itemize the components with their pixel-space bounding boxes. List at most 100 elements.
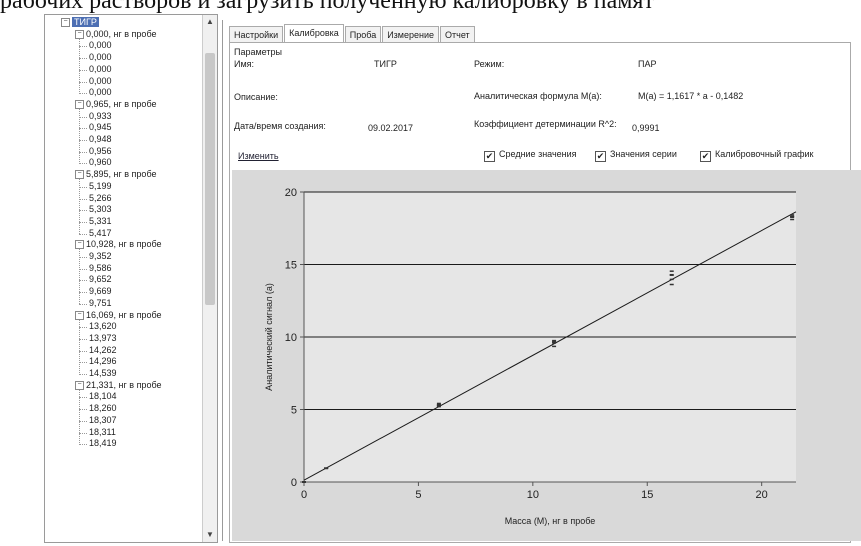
tree-scrollbar[interactable]: ▲ ▼ bbox=[202, 15, 217, 542]
x-axis-label: Масса (M), нг в пробе bbox=[505, 516, 596, 526]
tree-group-label: 21,331, нг в пробе bbox=[86, 379, 162, 390]
tree-leaf-node[interactable]: 5,199 bbox=[89, 180, 112, 191]
y-tick-label: 15 bbox=[285, 260, 297, 272]
mode-value: ПАР bbox=[638, 59, 657, 69]
tree-group-label: 0,965, нг в пробе bbox=[86, 98, 157, 109]
tree-leaf-node[interactable]: 5,417 bbox=[89, 227, 112, 238]
tree-leaf-node[interactable]: 0,933 bbox=[89, 110, 112, 121]
calibration-chart-svg: 0 5 10 15 20 0 5 10 15 20 Масса (M), нг в пробе А… bbox=[264, 187, 797, 526]
tree-leaf-node[interactable]: 13,973 bbox=[89, 332, 117, 343]
collapse-icon[interactable]: − bbox=[75, 170, 84, 180]
tree-leaf-node[interactable]: 9,652 bbox=[89, 274, 112, 285]
tree-leaf-node[interactable]: 14,296 bbox=[89, 356, 117, 367]
checkbox-series-values[interactable]: ✔ Значения серии bbox=[595, 149, 677, 162]
mode-label: Режим: bbox=[474, 59, 505, 69]
tree-leaf-node[interactable]: 18,260 bbox=[89, 403, 117, 414]
x-tick-label: 20 bbox=[756, 489, 768, 501]
checkmark-icon: ✔ bbox=[595, 151, 606, 162]
created-date-label: Дата/время создания: bbox=[234, 121, 326, 131]
params-section-title: Параметры bbox=[234, 47, 282, 57]
name-label: Имя: bbox=[234, 59, 255, 69]
tree-leaf-node[interactable]: 0,000 bbox=[89, 75, 112, 86]
collapse-icon[interactable]: − bbox=[75, 380, 84, 390]
x-tick-label: 5 bbox=[415, 489, 421, 501]
y-tick-label: 0 bbox=[291, 477, 297, 489]
checkbox-calibration-graph[interactable]: ✔ Калибровочный график bbox=[700, 149, 814, 162]
description-label: Описание: bbox=[234, 92, 278, 102]
tree-leaf-node[interactable]: 0,948 bbox=[89, 134, 112, 144]
checkbox-series-values-label: Значения серии bbox=[610, 149, 677, 159]
edit-link[interactable]: Изменить bbox=[238, 151, 279, 161]
tree-group-node[interactable]: −10,928, нг в пробе bbox=[75, 239, 162, 250]
tree-group-node[interactable]: −0,965, нг в пробе bbox=[75, 99, 157, 110]
tree-group-node[interactable]: −0,000, нг в пробе bbox=[75, 29, 157, 40]
x-tick-label: 10 bbox=[527, 489, 539, 501]
created-date-value: 09.02.2017 bbox=[368, 123, 414, 133]
tree-group-label: 10,928, нг в пробе bbox=[86, 239, 162, 250]
tab-sample[interactable]: Проба bbox=[344, 26, 382, 43]
y-tick-label: 20 bbox=[285, 187, 297, 199]
collapse-icon[interactable]: − bbox=[75, 240, 84, 250]
checkbox-mean-values[interactable]: ✔ Средние значения bbox=[484, 149, 577, 162]
scroll-thumb[interactable] bbox=[205, 53, 215, 305]
tree-leaf-node[interactable]: 9,352 bbox=[89, 251, 112, 261]
collapse-icon[interactable]: − bbox=[75, 100, 84, 110]
y-axis-label: Аналитический сигнал (a) bbox=[264, 283, 274, 391]
calibration-tree[interactable]: ▲ ▼ − ТИГР −0,000, нг в пробе 0,000 0,000 0,0… bbox=[44, 14, 218, 543]
tab-measurement[interactable]: Измерение bbox=[382, 26, 440, 43]
collapse-icon[interactable]: − bbox=[75, 29, 84, 39]
tree-group-node[interactable]: −16,069, нг в пробе bbox=[75, 310, 162, 321]
tree-group-label: 5,895, нг в пробе bbox=[86, 169, 157, 180]
tree-leaf-node[interactable]: 9,669 bbox=[89, 286, 112, 297]
scroll-down-icon[interactable]: ▼ bbox=[206, 530, 214, 539]
calibration-line bbox=[303, 211, 797, 481]
tree-group-label: 0,000, нг в пробе bbox=[86, 28, 157, 39]
checkmark-icon: ✔ bbox=[484, 151, 495, 162]
tree-leaf-node[interactable]: 18,307 bbox=[89, 414, 117, 425]
y-tick-label: 5 bbox=[291, 405, 297, 417]
tree-leaf-node[interactable]: 0,000 bbox=[89, 52, 112, 63]
y-tick-label: 10 bbox=[285, 332, 297, 344]
tree-group-label: 16,069, нг в пробе bbox=[86, 309, 162, 320]
tree-root-node[interactable]: − ТИГР bbox=[61, 17, 99, 28]
tree-leaf-node[interactable]: 9,586 bbox=[89, 262, 112, 273]
tree-leaf-node[interactable]: 18,311 bbox=[89, 426, 116, 437]
document-caption-text: рабочих растворов и загрузить полученную… bbox=[0, 0, 654, 14]
formula-value: M(a) = 1,1617 * a - 0,1482 bbox=[638, 91, 744, 101]
name-value: ТИГР bbox=[374, 59, 397, 69]
tab-report[interactable]: Отчет bbox=[440, 26, 475, 43]
tab-strip: Настройки Калибровка Проба Измерение Отч… bbox=[229, 24, 476, 43]
checkbox-mean-values-label: Средние значения bbox=[499, 149, 577, 159]
x-tick-label: 0 bbox=[301, 489, 307, 501]
tree-leaf-node[interactable]: 0,000 bbox=[89, 40, 112, 51]
tree-leaf-node[interactable]: 5,303 bbox=[89, 204, 112, 215]
formula-label: Аналитическая формула M(a): bbox=[474, 91, 602, 101]
tree-group-node[interactable]: −5,895, нг в пробе bbox=[75, 169, 157, 180]
calibration-chart: 0 5 10 15 20 0 5 10 15 20 Масса (M), нг в пробе А… bbox=[232, 170, 861, 541]
r2-label: Коэффициент детерминации R^2: bbox=[474, 119, 617, 129]
tree-leaf-node[interactable]: 18,104 bbox=[89, 391, 117, 402]
tree-leaf-node[interactable]: 13,620 bbox=[89, 321, 117, 332]
scroll-up-icon[interactable]: ▲ bbox=[206, 17, 214, 26]
collapse-icon[interactable]: − bbox=[61, 18, 70, 28]
tree-leaf-node[interactable]: 0,960 bbox=[89, 157, 112, 168]
tree-leaf-node[interactable]: 14,539 bbox=[89, 368, 117, 378]
tree-leaf-node[interactable]: 0,945 bbox=[89, 122, 112, 133]
tree-leaf-node[interactable]: 0,000 bbox=[89, 63, 112, 74]
tree-leaf-node[interactable]: 5,266 bbox=[89, 192, 112, 203]
tree-leaf-node[interactable]: 0,000 bbox=[89, 87, 112, 98]
tree-leaf-node[interactable]: 18,419 bbox=[89, 438, 117, 449]
tree-leaf-node[interactable]: 5,331 bbox=[89, 215, 112, 226]
x-tick-label: 15 bbox=[641, 489, 653, 501]
tree-leaf-node[interactable]: 0,956 bbox=[89, 145, 112, 156]
tree-leaf-node[interactable]: 9,751 bbox=[89, 297, 112, 308]
tab-calibration[interactable]: Калибровка bbox=[284, 24, 344, 43]
r2-value: 0,9991 bbox=[632, 123, 660, 133]
tree-group-node[interactable]: −21,331, нг в пробе bbox=[75, 380, 162, 391]
collapse-icon[interactable]: − bbox=[75, 310, 84, 320]
tree-leaf-node[interactable]: 14,262 bbox=[89, 344, 117, 355]
checkbox-calibration-graph-label: Калибровочный график bbox=[715, 149, 814, 159]
tree-root-label: ТИГР bbox=[72, 17, 99, 27]
checkmark-icon: ✔ bbox=[700, 151, 711, 162]
tab-settings[interactable]: Настройки bbox=[229, 26, 284, 43]
